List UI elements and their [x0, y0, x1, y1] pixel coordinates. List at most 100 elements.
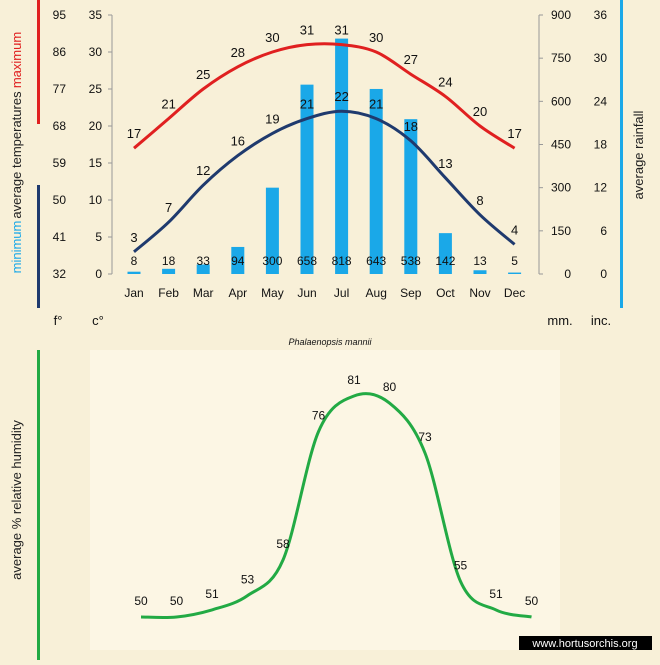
watermark-background — [519, 636, 652, 650]
mm-tick-label: 900 — [551, 8, 571, 22]
celsius-tick-label: 10 — [89, 193, 103, 207]
mm-unit: mm. — [547, 313, 572, 328]
watermark-text: www.hortusorchis.org — [531, 638, 637, 650]
month-tick-label: Apr — [228, 286, 247, 300]
rainfall-data-label: 33 — [197, 254, 211, 268]
minimum-label: minimum — [9, 221, 24, 274]
fahrenheit-tick-label: 41 — [53, 230, 67, 244]
rainfall-bar — [196, 264, 210, 274]
maximum-data-label: 20 — [473, 104, 487, 119]
mm-tick-label: 300 — [551, 181, 571, 195]
inch-tick-label: 30 — [594, 51, 608, 65]
humidity-data-label: 55 — [454, 558, 468, 572]
humidity-data-label: 80 — [383, 380, 397, 394]
rainfall-data-label: 658 — [297, 254, 317, 268]
inch-unit: inc. — [591, 313, 611, 328]
month-tick-label: Dec — [504, 286, 525, 300]
maximum-data-label: 28 — [231, 45, 245, 60]
rainfall-bar — [335, 38, 349, 274]
minimum-data-label: 4 — [511, 222, 518, 237]
inch-tick-label: 36 — [594, 8, 608, 22]
rainfall-bar — [162, 268, 176, 274]
rainfall-data-label: 538 — [401, 254, 421, 268]
inch-tick-label: 12 — [594, 181, 608, 195]
celsius-unit: c° — [92, 313, 104, 328]
rainfall-bar — [300, 84, 314, 275]
celsius-tick-label: 0 — [95, 267, 102, 281]
month-tick-label: Aug — [366, 286, 387, 300]
maximum-data-label: 17 — [507, 126, 521, 141]
humidity-data-label: 51 — [205, 587, 219, 601]
minimum-indicator-bar — [37, 185, 40, 308]
month-tick-label: Jan — [124, 286, 143, 300]
rainfall-data-label: 18 — [162, 254, 176, 268]
rainfall-label: average rainfall — [631, 110, 646, 199]
fahrenheit-tick-label: 50 — [53, 193, 67, 207]
mm-tick-label: 150 — [551, 224, 571, 238]
humidity-panel-background — [90, 350, 560, 650]
humidity-indicator-bar — [37, 350, 40, 660]
mm-tick-label: 450 — [551, 138, 571, 152]
rainfall-bar — [473, 270, 487, 274]
rainfall-indicator-bar — [620, 0, 623, 308]
humidity-data-label: 58 — [276, 537, 290, 551]
maximum-data-label: 31 — [300, 23, 314, 38]
maximum-data-label: 24 — [438, 74, 452, 89]
fahrenheit-tick-label: 32 — [53, 267, 67, 281]
maximum-data-label: 30 — [265, 30, 279, 45]
month-tick-label: Jul — [334, 286, 349, 300]
rainfall-data-label: 643 — [366, 254, 386, 268]
species-title: Phalaenopsis mannii — [288, 337, 372, 347]
rainfall-bar — [508, 272, 522, 274]
celsius-tick-label: 25 — [89, 82, 103, 96]
maximum-temperature-line — [133, 42, 516, 150]
celsius-tick-label: 15 — [89, 156, 103, 170]
minimum-data-label: 21 — [369, 97, 383, 112]
fahrenheit-tick-label: 86 — [53, 45, 67, 59]
humidity-data-label: 50 — [134, 594, 148, 608]
month-tick-label: Jun — [297, 286, 316, 300]
maximum-data-label: 25 — [196, 67, 210, 82]
rainfall-bar — [127, 271, 141, 274]
rainfall-bar — [265, 187, 279, 274]
maximum-data-label: 30 — [369, 30, 383, 45]
humidity-data-label: 53 — [241, 573, 255, 587]
maximum-label: maximum — [9, 32, 24, 88]
fahrenheit-tick-label: 59 — [53, 156, 67, 170]
humidity-data-label: 76 — [312, 409, 326, 423]
maximum-indicator-bar — [37, 0, 40, 124]
minimum-data-label: 7 — [165, 200, 172, 215]
minimum-data-label: 16 — [231, 134, 245, 149]
rainfall-data-label: 13 — [473, 254, 487, 268]
humidity-data-label: 81 — [347, 373, 361, 387]
inch-tick-label: 18 — [594, 138, 608, 152]
mm-tick-label: 0 — [564, 267, 571, 281]
maximum-data-label: 17 — [127, 126, 141, 141]
rainfall-data-label: 8 — [131, 254, 138, 268]
rainfall-bar — [231, 246, 245, 274]
minimum-data-label: 8 — [476, 193, 483, 208]
minimum-data-label: 12 — [196, 163, 210, 178]
minimum-data-label: 13 — [438, 156, 452, 171]
fahrenheit-tick-label: 77 — [53, 82, 67, 96]
rainfall-bar — [438, 233, 452, 274]
celsius-tick-label: 5 — [95, 230, 102, 244]
month-tick-label: Mar — [193, 286, 214, 300]
month-tick-label: Oct — [436, 286, 455, 300]
fahrenheit-tick-label: 68 — [53, 119, 67, 133]
humidity-data-label: 50 — [170, 594, 184, 608]
fahrenheit-tick-label: 95 — [53, 8, 67, 22]
maximum-data-label: 21 — [161, 97, 175, 112]
minimum-data-label: 18 — [404, 119, 418, 134]
celsius-tick-label: 20 — [89, 119, 103, 133]
celsius-tick-label: 30 — [89, 45, 103, 59]
mm-tick-label: 600 — [551, 94, 571, 108]
month-tick-label: May — [261, 286, 284, 300]
fahrenheit-unit: f° — [54, 313, 63, 328]
rainfall-data-label: 142 — [435, 254, 455, 268]
inch-tick-label: 0 — [600, 267, 607, 281]
temperatures-label: average temperatures — [9, 91, 24, 219]
humidity-line — [140, 392, 532, 620]
